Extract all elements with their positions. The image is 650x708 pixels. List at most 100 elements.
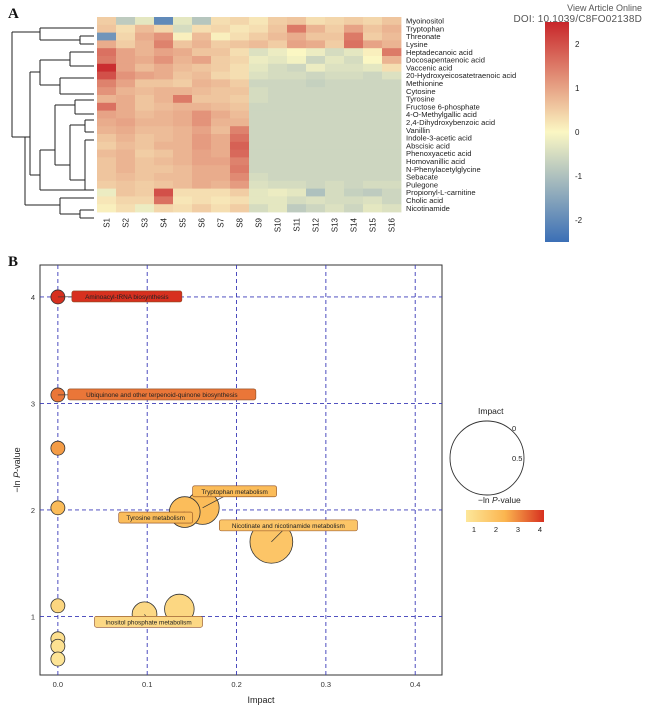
heatmap-cell (173, 102, 193, 111)
pathway-bubble (50, 500, 66, 516)
heatmap-cell (97, 134, 117, 143)
heatmap-cell (230, 102, 250, 111)
heatmap-cell (325, 165, 345, 174)
heatmap-cell (344, 24, 364, 33)
heatmap-cell (306, 188, 326, 197)
heatmap-cell (173, 95, 193, 104)
colorbar-tick-label: 2 (575, 40, 580, 49)
heatmap-cell (116, 157, 136, 166)
heatmap-row-label: Sebacate (406, 173, 438, 182)
heatmap-cell (382, 149, 402, 158)
heatmap-col-label: S14 (349, 217, 358, 232)
heatmap-cell (287, 165, 307, 174)
heatmap-cell (192, 79, 212, 88)
heatmap-cell (382, 87, 402, 96)
y-tick-label: 2 (31, 506, 35, 515)
heatmap-cell (230, 63, 250, 72)
x-tick-label: 0.4 (410, 680, 420, 689)
heatmap-cell (287, 102, 307, 111)
heatmap-cell (249, 79, 269, 88)
heatmap-cell (306, 32, 326, 41)
heatmap-row-label: Vanillin (406, 126, 430, 135)
heatmap-cell (249, 204, 269, 213)
heatmap-cell (382, 17, 402, 26)
heatmap-cell (116, 196, 136, 205)
heatmap-cell (382, 165, 402, 174)
heatmap-cell (192, 63, 212, 72)
view-article-link[interactable]: View Article Online (567, 3, 642, 13)
heatmap-cell (287, 95, 307, 104)
heatmap-row-label: 20-Hydroxyeicosatetraenoic acid (406, 71, 516, 80)
heatmap-cell (287, 71, 307, 80)
heatmap-cell (192, 188, 212, 197)
color-legend-title-italic: P (492, 495, 498, 505)
y-axis-label: −ln P-value (12, 447, 22, 492)
heatmap-cell (173, 141, 193, 150)
panel-a-letter: A (8, 6, 19, 22)
heatmap-cell (249, 165, 269, 174)
heatmap-cell (287, 56, 307, 65)
heatmap-cell (382, 188, 402, 197)
heatmap-cell (306, 110, 326, 119)
heatmap-cell (192, 17, 212, 26)
pathway-label-box (192, 485, 277, 498)
heatmap-cell (249, 149, 269, 158)
heatmap-row-label: Threonate (406, 32, 441, 41)
heatmap-cell (287, 126, 307, 135)
heatmap-cell (173, 118, 193, 127)
heatmap-cell (230, 71, 250, 80)
heatmap-cell (344, 110, 364, 119)
heatmap-cell (116, 48, 136, 57)
heatmap-cell (173, 48, 193, 57)
heatmap-row-label: Cytosine (406, 87, 436, 96)
heatmap-cell (154, 48, 174, 57)
heatmap-cell (135, 95, 155, 104)
heatmap-cell (97, 24, 117, 33)
heatmap-row-label: Abscisic acid (406, 141, 450, 150)
heatmap-cell (249, 134, 269, 143)
heatmap-cell (230, 48, 250, 57)
heatmap-cell (268, 63, 288, 72)
heatmap-cell (382, 173, 402, 182)
heatmap-cell (268, 48, 288, 57)
heatmap-cell (382, 63, 402, 72)
heatmap-cell (363, 149, 383, 158)
heatmap-cell (306, 180, 326, 189)
heatmap-cell (173, 56, 193, 65)
heatmap-cell (97, 63, 117, 72)
heatmap-cell (268, 40, 288, 49)
heatmap-cell (382, 71, 402, 80)
heatmap-cell (97, 180, 117, 189)
heatmap-cell (344, 204, 364, 213)
heatmap-cell (287, 173, 307, 182)
heatmap-cell (325, 71, 345, 80)
heatmap-cell (211, 118, 231, 127)
heatmap-cell (97, 56, 117, 65)
heatmap-cell (192, 134, 212, 143)
heatmap-cell (363, 17, 383, 26)
heatmap-col-label: S1 (102, 217, 111, 227)
heatmap-cell (135, 63, 155, 72)
heatmap-cell (135, 188, 155, 197)
x-axis-label: Impact (247, 695, 275, 705)
heatmap-cell (344, 180, 364, 189)
heatmap-cell (363, 24, 383, 33)
heatmap-cell (382, 40, 402, 49)
heatmap-cell (306, 48, 326, 57)
heatmap-row-label: Propionyl-L-carnitine (406, 188, 476, 197)
heatmap-cell (325, 102, 345, 111)
heatmap-cell (116, 40, 136, 49)
heatmap-cell (173, 71, 193, 80)
heatmap-cell (230, 110, 250, 119)
heatmap-cell (192, 165, 212, 174)
colorbar (545, 22, 569, 242)
heatmap-cell (154, 134, 174, 143)
heatmap-col-label: S12 (311, 217, 320, 232)
heatmap-cell (344, 141, 364, 150)
heatmap-cell (382, 204, 402, 213)
pathway-label: Ubiquinone and other terpenoid-quinone b… (86, 392, 237, 399)
heatmap-cell (363, 63, 383, 72)
heatmap-cell (135, 196, 155, 205)
heatmap-cell (306, 165, 326, 174)
pathway-bubble (50, 440, 66, 456)
